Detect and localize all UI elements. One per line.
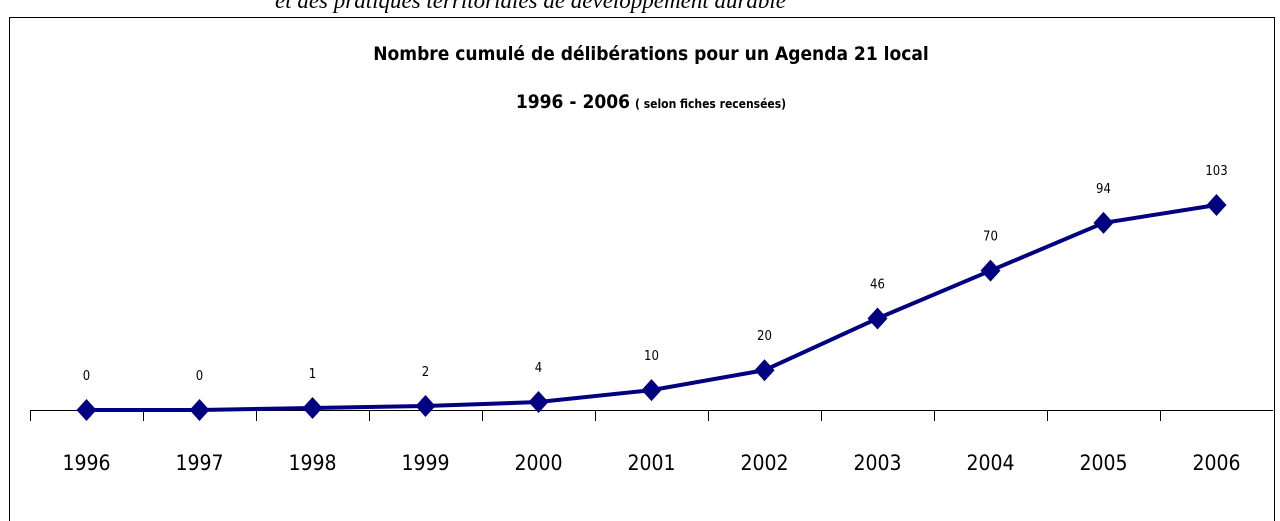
value-label: 0 xyxy=(83,369,90,384)
marker xyxy=(189,399,210,421)
value-label: 46 xyxy=(870,277,885,292)
value-label: 2 xyxy=(422,365,429,380)
x-tick-label: 2003 xyxy=(853,451,901,475)
marker xyxy=(528,391,549,414)
marker xyxy=(754,359,775,382)
subtitle: 1996 - 2006 xyxy=(516,91,630,113)
x-tick-label: 2001 xyxy=(627,451,675,475)
marker xyxy=(1206,194,1227,216)
value-label: 4 xyxy=(535,361,542,376)
chart-frame xyxy=(9,17,1275,521)
caption: et des pratiques territoriales de dévelo… xyxy=(275,0,786,13)
x-tick-label: 2005 xyxy=(1079,451,1127,475)
x-tick-label: 2000 xyxy=(514,451,562,475)
marker xyxy=(76,399,97,421)
chart-title: Nombre cumulé de délibérations pour un A… xyxy=(373,43,929,65)
value-label: 1 xyxy=(309,367,316,382)
x-tick-label: 1999 xyxy=(401,451,449,475)
marker xyxy=(641,379,662,402)
chart-subtitle: 1996 - 2006 ( selon fiches recensées) xyxy=(516,91,786,113)
marker xyxy=(980,259,1001,282)
x-tick-label: 2004 xyxy=(966,451,1014,475)
marker xyxy=(1093,211,1114,234)
marker xyxy=(302,397,323,420)
x-tick-label: 1997 xyxy=(175,451,223,475)
value-label: 94 xyxy=(1096,182,1111,197)
value-label: 70 xyxy=(983,230,998,245)
value-label: 0 xyxy=(196,369,203,384)
x-tick-label: 1998 xyxy=(288,451,336,475)
subtitle-note: ( selon fiches recensées) xyxy=(635,97,786,111)
value-label: 103 xyxy=(1205,164,1227,179)
marker xyxy=(867,307,888,330)
x-tick-label: 2006 xyxy=(1192,451,1240,475)
x-tick-label: 1996 xyxy=(62,451,110,475)
value-label: 10 xyxy=(644,349,659,364)
value-label: 20 xyxy=(757,329,772,344)
marker xyxy=(415,395,436,418)
x-tick-label: 2002 xyxy=(740,451,788,475)
